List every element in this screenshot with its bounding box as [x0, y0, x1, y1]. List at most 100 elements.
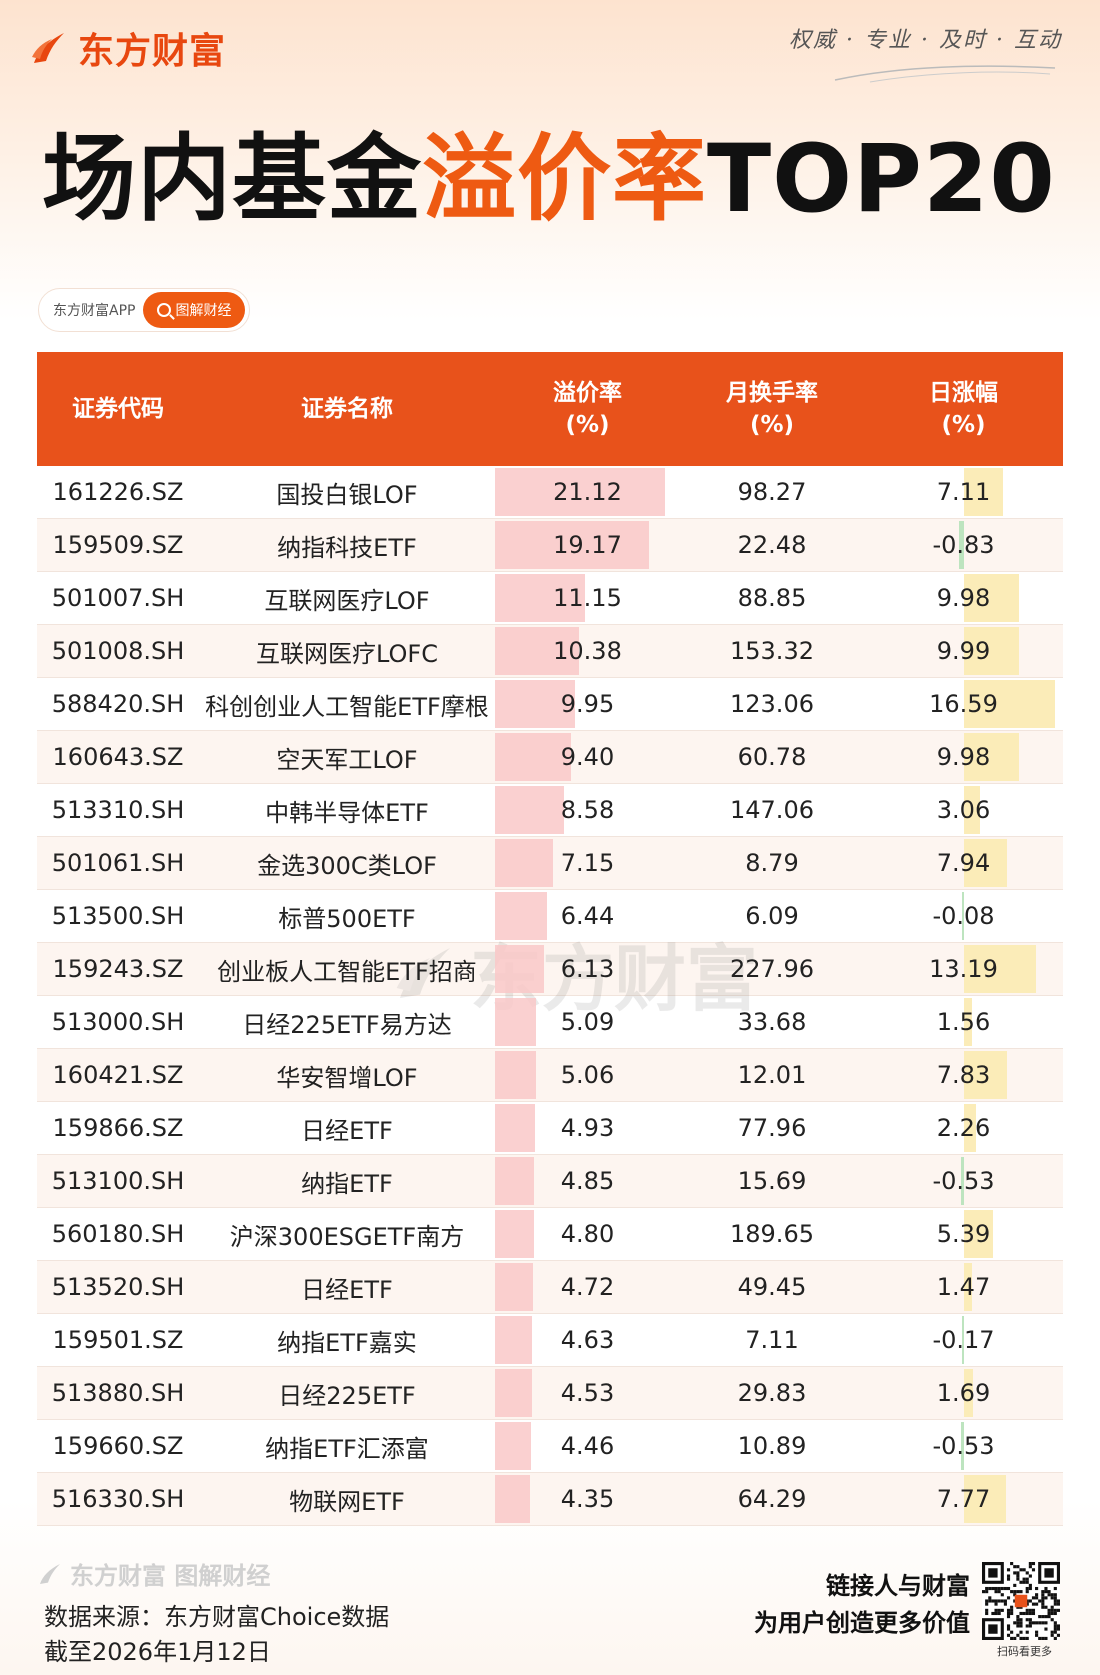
cell-code: 501008.SH: [37, 625, 199, 677]
cell-premium-value: 10.38: [553, 637, 622, 665]
qr-code[interactable]: [982, 1562, 1060, 1640]
header-premium-label: 溢价率: [553, 379, 622, 406]
cell-premium-value: 9.40: [560, 743, 615, 771]
cell-code: 513520.SH: [37, 1261, 199, 1313]
cell-change-value: 7.83: [936, 1061, 991, 1089]
badge-topic-button[interactable]: 图解财经: [143, 292, 246, 328]
cell-name: 创业板人工智能ETF招商: [199, 943, 495, 995]
cell-turnover: 15.69: [680, 1155, 864, 1207]
cell-turnover-value: 7.11: [745, 1326, 799, 1354]
change-bar: [963, 733, 1019, 781]
cell-premium: 5.09: [495, 996, 680, 1048]
cell-turnover-value: 64.29: [737, 1485, 807, 1513]
change-bar: [963, 1104, 976, 1152]
cell-code-value: 161226.SZ: [52, 478, 184, 506]
cell-name: 纳指ETF嘉实: [199, 1314, 495, 1366]
change-bar: [963, 839, 1008, 887]
change-bar: [960, 1157, 964, 1205]
header-premium-unit: (%): [565, 412, 610, 438]
cell-change: -0.83: [864, 519, 1063, 571]
qr-label: 扫码看更多: [997, 1645, 1052, 1658]
header-change-unit: (%): [941, 412, 986, 438]
cell-name: 国投白银LOF: [199, 466, 495, 518]
cell-code: 159866.SZ: [37, 1102, 199, 1154]
premium-bar: [495, 945, 545, 993]
cell-turnover-value: 189.65: [730, 1220, 814, 1248]
cell-code: 159243.SZ: [37, 943, 199, 995]
header-code-label: 证券代码: [72, 395, 164, 422]
cell-premium-value: 5.06: [560, 1061, 615, 1089]
cell-turnover-value: 153.32: [730, 637, 814, 665]
header-turnover-label: 月换手率: [726, 379, 818, 406]
title-part-2: 溢价率: [422, 125, 708, 234]
change-bar: [963, 1369, 973, 1417]
table-row: 159243.SZ 创业板人工智能ETF招商 6.13 227.96 13.19: [37, 943, 1063, 996]
brand-logo: 东方财富: [28, 22, 226, 74]
footer-slogan-line2: 为用户创造更多价值: [754, 1609, 970, 1638]
cell-turnover: 60.78: [680, 731, 864, 783]
source-badge: 东方财富APP 图解财经: [38, 288, 251, 332]
source-text: 数据来源：东方财富Choice数据: [44, 1603, 390, 1631]
cell-turnover: 7.11: [680, 1314, 864, 1366]
cell-name-value: 日经225ETF: [278, 1381, 416, 1410]
cell-change-value: 7.94: [936, 849, 991, 877]
cell-change: -0.53: [864, 1420, 1063, 1472]
cell-code: 513000.SH: [37, 996, 199, 1048]
cell-premium: 4.93: [495, 1102, 680, 1154]
cell-premium: 19.17: [495, 519, 680, 571]
cell-turnover-value: 98.27: [737, 478, 807, 506]
badge-topic-label: 图解财经: [175, 303, 232, 319]
table-row: 516330.SH 物联网ETF 4.35 64.29 7.77: [37, 1473, 1063, 1526]
cell-premium: 11.15: [495, 572, 680, 624]
cell-code-value: 513880.SH: [51, 1379, 185, 1407]
table-row: 159660.SZ 纳指ETF汇添富 4.46 10.89 -0.53: [37, 1420, 1063, 1473]
table-row: 588420.SH 科创创业人工智能ETF摩根 9.95 123.06 16.59: [37, 678, 1063, 731]
cell-change: 13.19: [864, 943, 1063, 995]
cell-premium-value: 19.17: [553, 531, 622, 559]
cell-turnover-value: 49.45: [737, 1273, 807, 1301]
cell-turnover: 153.32: [680, 625, 864, 677]
cell-change-value: -0.17: [932, 1326, 995, 1354]
cell-change: 16.59: [864, 678, 1063, 730]
cell-turnover: 29.83: [680, 1367, 864, 1419]
cell-turnover: 33.68: [680, 996, 864, 1048]
cell-change: 7.94: [864, 837, 1063, 889]
cell-change-value: 7.77: [936, 1485, 991, 1513]
table-row: 513500.SH 标普500ETF 6.44 6.09 -0.08: [37, 890, 1063, 943]
table-row: 501008.SH 互联网医疗LOFC 10.38 153.32 9.99: [37, 625, 1063, 678]
premium-bar: [495, 627, 579, 675]
premium-bar: [495, 733, 571, 781]
cell-name: 中韩半导体ETF: [199, 784, 495, 836]
cell-premium-value: 8.58: [560, 796, 615, 824]
table-row: 513100.SH 纳指ETF 4.85 15.69 -0.53: [37, 1155, 1063, 1208]
cell-change: 3.06: [864, 784, 1063, 836]
table-row: 513520.SH 日经ETF 4.72 49.45 1.47: [37, 1261, 1063, 1314]
cell-change-value: -0.53: [932, 1432, 995, 1460]
cell-turnover: 8.79: [680, 837, 864, 889]
cell-turnover-value: 77.96: [737, 1114, 807, 1142]
cell-change: 7.83: [864, 1049, 1063, 1101]
title-part-3: TOP20: [707, 125, 1056, 234]
change-bar: [963, 1475, 1007, 1523]
change-bar: [963, 786, 981, 834]
slogan-swoosh: [834, 65, 1056, 83]
cell-name-value: 创业板人工智能ETF招商: [217, 957, 477, 986]
header-turnover-unit: (%): [749, 412, 795, 438]
cell-turnover: 98.27: [680, 466, 864, 518]
cell-change: 5.39: [864, 1208, 1063, 1260]
cell-change: 9.98: [864, 731, 1063, 783]
cell-premium: 10.38: [495, 625, 680, 677]
cell-code: 513880.SH: [37, 1367, 199, 1419]
cell-code-value: 160643.SZ: [52, 743, 184, 771]
cell-premium: 7.15: [495, 837, 680, 889]
cell-premium: 4.35: [495, 1473, 680, 1525]
cell-name: 日经ETF: [199, 1102, 495, 1154]
cell-code-value: 159866.SZ: [52, 1114, 184, 1142]
cell-change-value: 5.39: [936, 1220, 991, 1248]
cell-turnover: 88.85: [680, 572, 864, 624]
cell-name-value: 标普500ETF: [278, 904, 416, 933]
cell-code-value: 501007.SH: [51, 584, 185, 612]
cell-name-value: 沪深300ESGETF南方: [229, 1222, 465, 1251]
cell-turnover: 49.45: [680, 1261, 864, 1313]
cell-turnover: 64.29: [680, 1473, 864, 1525]
